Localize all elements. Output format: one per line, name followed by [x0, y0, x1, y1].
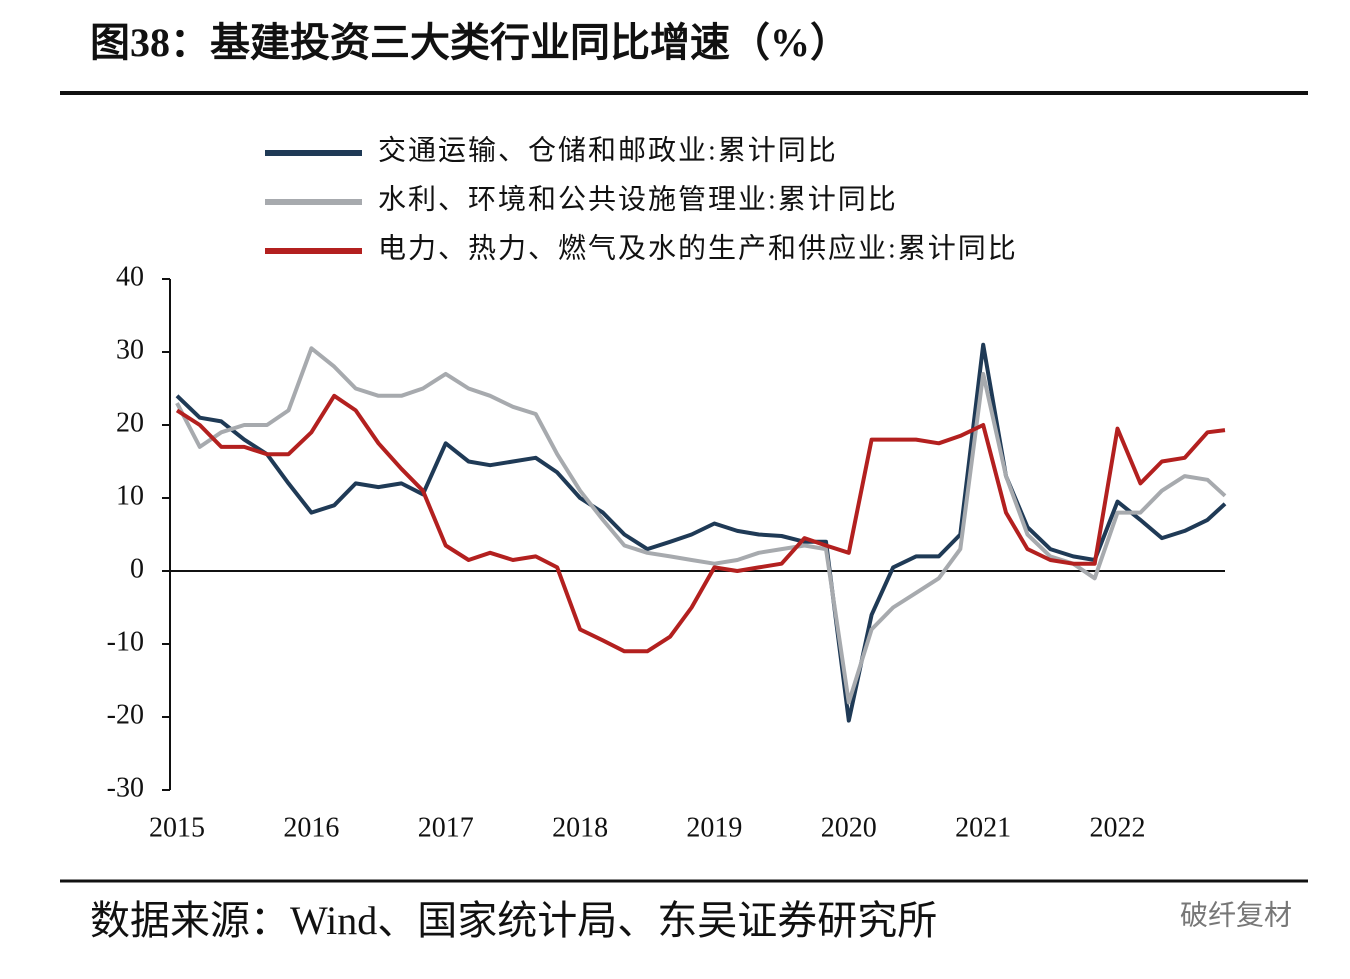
- legend-label: 水利、环境和公共设施管理业:累计同比: [378, 183, 898, 215]
- chart-title: 图38：基建投资三大类行业同比增速（%）: [90, 20, 850, 65]
- x-tick-label: 2021: [955, 812, 1011, 843]
- x-tick-label: 2017: [418, 812, 474, 843]
- x-tick-label: 2015: [149, 812, 205, 843]
- x-tick-label: 2020: [821, 812, 877, 843]
- source: 数据来源：Wind、国家统计局、东吴证券研究所: [90, 898, 937, 943]
- y-tick-label: 0: [130, 553, 144, 584]
- legend-label: 电力、热力、燃气及水的生产和供应业:累计同比: [378, 232, 1018, 264]
- y-tick-label: -30: [107, 772, 144, 803]
- series-line: [175, 393, 1226, 654]
- legend-label: 交通运输、仓储和邮政业:累计同比: [378, 134, 838, 166]
- y-tick-label: -20: [107, 699, 144, 730]
- series-line: [175, 342, 1227, 723]
- x-tick-label: 2022: [1090, 812, 1146, 843]
- x-tick-label: 2018: [552, 812, 608, 843]
- y-tick-label: -10: [107, 626, 144, 657]
- y-tick-label: 20: [116, 407, 144, 438]
- x-tick-label: 2019: [686, 812, 742, 843]
- y-tick-label: 40: [116, 261, 144, 292]
- x-tick-label: 2016: [283, 812, 339, 843]
- series-line: [175, 346, 1227, 705]
- y-tick-label: 10: [116, 480, 144, 511]
- y-tick-label: 30: [116, 334, 144, 365]
- watermark: 破纤复材: [1180, 899, 1292, 931]
